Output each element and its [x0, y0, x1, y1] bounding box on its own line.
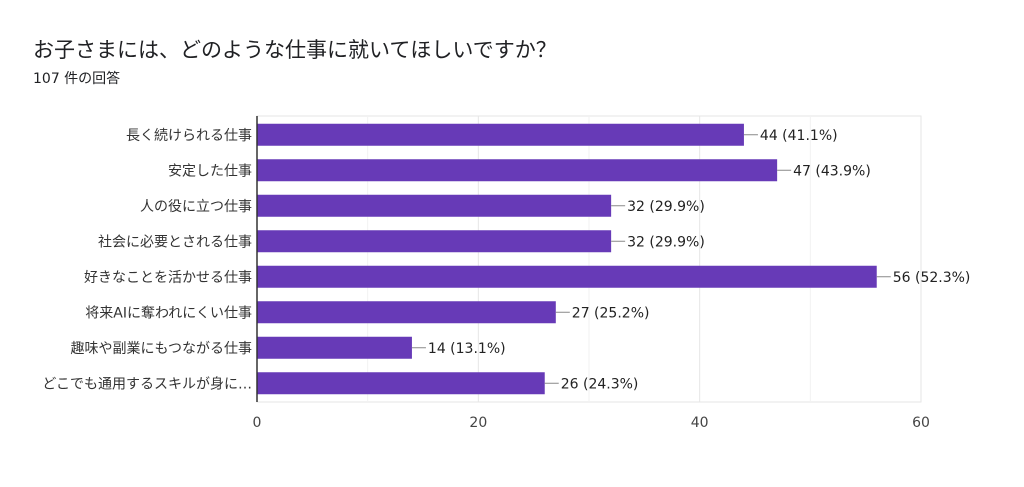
bar: [257, 265, 877, 288]
category-label: 趣味や副業にもつながる仕事: [71, 341, 252, 357]
x-tick-label: 60: [912, 415, 930, 431]
data-label: 32 (29.9%): [627, 199, 705, 215]
data-label: 27 (25.2%): [572, 305, 650, 321]
bar: [257, 336, 412, 359]
data-label: 44 (41.1%): [760, 128, 838, 144]
category-label: どこでも通用するスキルが身に…: [42, 376, 252, 392]
category-label: 好きなことを活かせる仕事: [84, 270, 252, 286]
data-label: 26 (24.3%): [561, 376, 639, 392]
category-label: 安定した仕事: [168, 163, 252, 179]
bar: [257, 230, 612, 253]
data-label: 32 (29.9%): [627, 234, 705, 250]
x-tick-label: 20: [469, 415, 487, 431]
data-label: 47 (43.9%): [793, 163, 871, 179]
x-tick-label: 40: [691, 415, 709, 431]
category-label: 社会に必要とされる仕事: [98, 234, 252, 250]
chart-title: お子さまには、どのような仕事に就いてほしいですか？: [33, 38, 557, 62]
bar: [257, 194, 612, 217]
category-label: 将来AIに奪われにくい仕事: [85, 304, 252, 321]
data-label: 56 (52.3%): [893, 270, 971, 286]
bar: [257, 123, 744, 146]
category-label: 長く続けられる仕事: [126, 127, 252, 144]
data-label: 14 (13.1%): [428, 341, 506, 357]
response-count: 107 件の回答: [33, 71, 121, 87]
category-label: 人の役に立つ仕事: [140, 199, 252, 215]
bar: [257, 159, 778, 182]
x-tick-label: 0: [253, 415, 262, 431]
bar: [257, 372, 545, 395]
bar: [257, 301, 556, 324]
